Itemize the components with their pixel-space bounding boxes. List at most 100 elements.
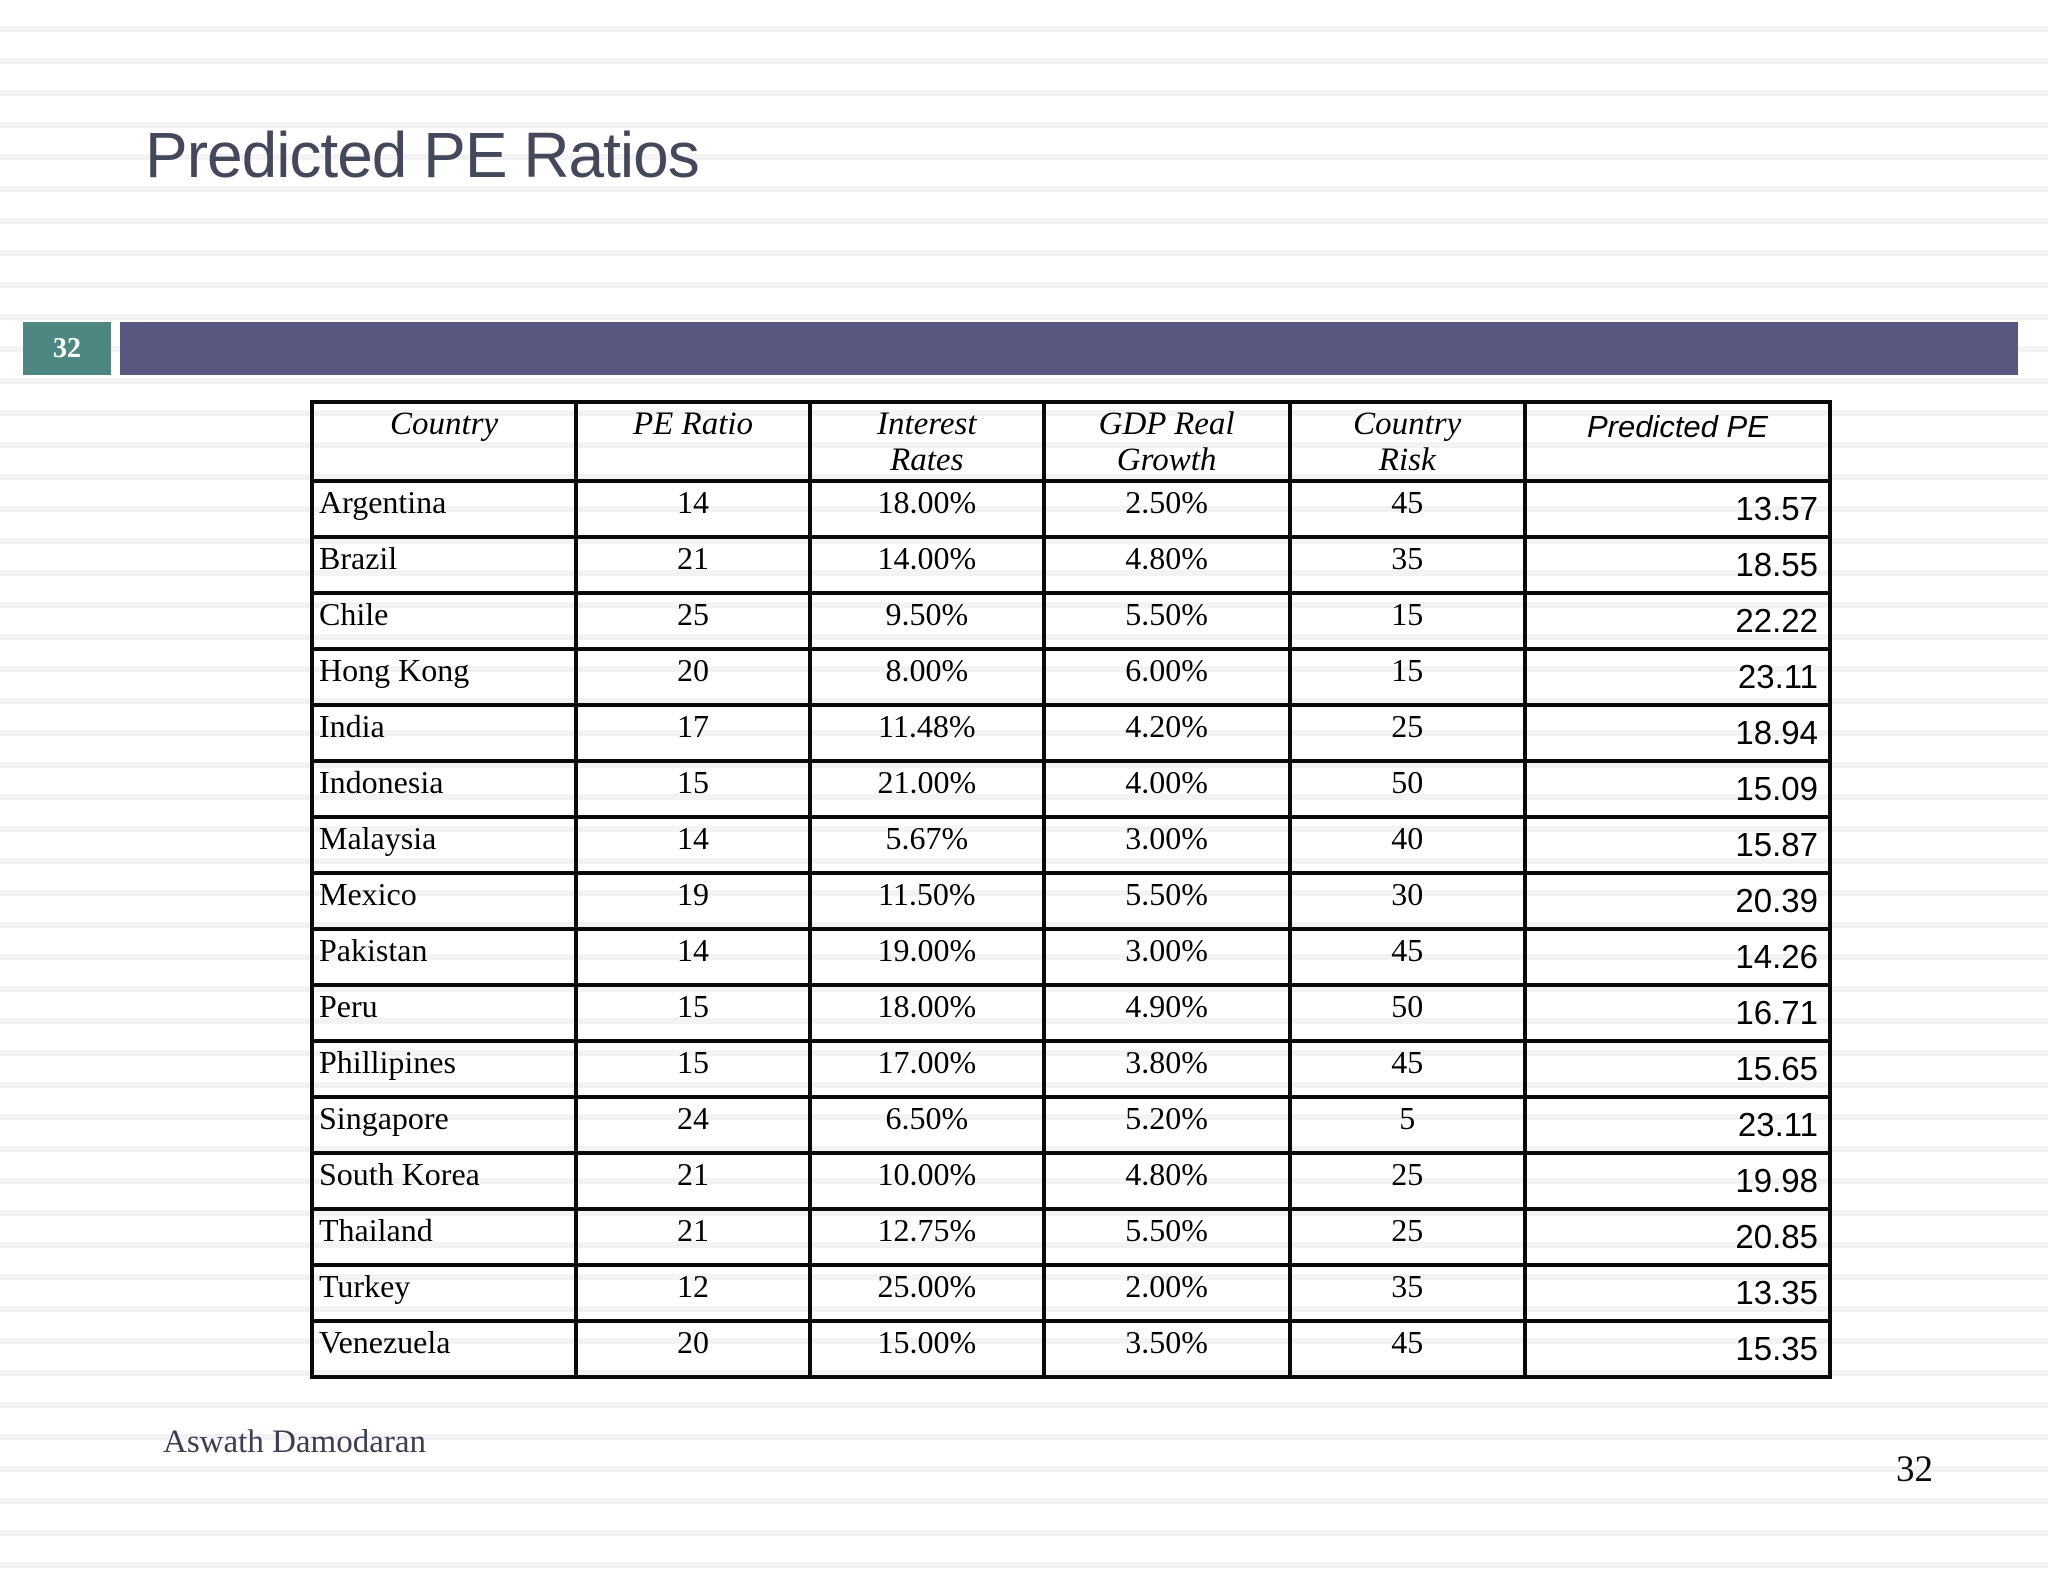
country-risk-cell: 25 [1287, 1206, 1527, 1267]
gdp-growth-cell: 3.00% [1041, 926, 1292, 987]
table-row: Turkey 12 25.00% 2.00% 35 13.35 [309, 1262, 1833, 1323]
header-country: Country [309, 400, 579, 483]
header-predicted-pe: Predicted PE [1522, 400, 1833, 483]
pe-ratio-cell: 15 [574, 1038, 812, 1099]
pe-ratio-cell: 19 [574, 870, 812, 931]
table-row: Indonesia 15 21.00% 4.00% 50 15.09 [309, 758, 1833, 819]
header-pe-ratio: PE Ratio [574, 400, 812, 483]
pe-ratio-cell: 15 [574, 982, 812, 1043]
predicted-pe-cell: 15.35 [1522, 1318, 1833, 1379]
table-header-row: Country PE Ratio Interest Rates GDP Real… [309, 400, 1833, 483]
country-cell: Malaysia [309, 814, 579, 875]
country-risk-cell: 15 [1287, 590, 1527, 651]
table-row: Thailand 21 12.75% 5.50% 25 20.85 [309, 1206, 1833, 1267]
pe-ratio-cell: 25 [574, 590, 812, 651]
country-risk-cell: 35 [1287, 534, 1527, 595]
table-header: Country PE Ratio Interest Rates GDP Real… [309, 400, 1833, 483]
gdp-growth-cell: 4.80% [1041, 534, 1292, 595]
predicted-pe-cell: 19.98 [1522, 1150, 1833, 1211]
country-risk-cell: 50 [1287, 758, 1527, 819]
country-cell: Pakistan [309, 926, 579, 987]
gdp-growth-cell: 3.80% [1041, 1038, 1292, 1099]
pe-ratio-cell: 14 [574, 926, 812, 987]
country-risk-cell: 30 [1287, 870, 1527, 931]
country-risk-cell: 45 [1287, 1318, 1527, 1379]
slide-number-badge: 32 [23, 322, 111, 375]
interest-rate-cell: 18.00% [807, 478, 1046, 539]
country-cell: Indonesia [309, 758, 579, 819]
table-row: Argentina 14 18.00% 2.50% 45 13.57 [309, 478, 1833, 539]
country-cell: Brazil [309, 534, 579, 595]
interest-rate-cell: 15.00% [807, 1318, 1046, 1379]
accent-bar [120, 322, 2018, 375]
country-cell: Peru [309, 982, 579, 1043]
country-cell: South Korea [309, 1150, 579, 1211]
gdp-growth-cell: 4.00% [1041, 758, 1292, 819]
pe-ratio-cell: 21 [574, 1150, 812, 1211]
predicted-pe-cell: 15.65 [1522, 1038, 1833, 1099]
table-row: Phillipines 15 17.00% 3.80% 45 15.65 [309, 1038, 1833, 1099]
interest-rate-cell: 5.67% [807, 814, 1046, 875]
interest-rate-cell: 8.00% [807, 646, 1046, 707]
country-cell: Hong Kong [309, 646, 579, 707]
pe-ratio-cell: 20 [574, 646, 812, 707]
predicted-pe-table: Country PE Ratio Interest Rates GDP Real… [309, 400, 1833, 1379]
interest-rate-cell: 12.75% [807, 1206, 1046, 1267]
interest-rate-cell: 25.00% [807, 1262, 1046, 1323]
header-interest-rates: Interest Rates [807, 400, 1046, 483]
interest-rate-cell: 9.50% [807, 590, 1046, 651]
predicted-pe-cell: 13.35 [1522, 1262, 1833, 1323]
interest-rate-cell: 6.50% [807, 1094, 1046, 1155]
gdp-growth-cell: 5.50% [1041, 1206, 1292, 1267]
pe-ratio-cell: 14 [574, 478, 812, 539]
predicted-pe-cell: 15.87 [1522, 814, 1833, 875]
interest-rate-cell: 18.00% [807, 982, 1046, 1043]
header-gdp-real-growth: GDP Real Growth [1041, 400, 1292, 483]
table-row: Chile 25 9.50% 5.50% 15 22.22 [309, 590, 1833, 651]
gdp-growth-cell: 2.00% [1041, 1262, 1292, 1323]
table-row: Peru 15 18.00% 4.90% 50 16.71 [309, 982, 1833, 1043]
country-risk-cell: 15 [1287, 646, 1527, 707]
interest-rate-cell: 19.00% [807, 926, 1046, 987]
country-cell: Chile [309, 590, 579, 651]
country-risk-cell: 45 [1287, 926, 1527, 987]
country-risk-cell: 25 [1287, 702, 1527, 763]
table-row: Hong Kong 20 8.00% 6.00% 15 23.11 [309, 646, 1833, 707]
gdp-growth-cell: 5.50% [1041, 590, 1292, 651]
predicted-pe-cell: 23.11 [1522, 646, 1833, 707]
gdp-growth-cell: 4.20% [1041, 702, 1292, 763]
predicted-pe-cell: 23.11 [1522, 1094, 1833, 1155]
interest-rate-cell: 17.00% [807, 1038, 1046, 1099]
predicted-pe-cell: 18.94 [1522, 702, 1833, 763]
table-row: Singapore 24 6.50% 5.20% 5 23.11 [309, 1094, 1833, 1155]
country-cell: India [309, 702, 579, 763]
country-risk-cell: 35 [1287, 1262, 1527, 1323]
interest-rate-cell: 11.48% [807, 702, 1046, 763]
country-risk-cell: 50 [1287, 982, 1527, 1043]
pe-ratio-cell: 17 [574, 702, 812, 763]
predicted-pe-cell: 18.55 [1522, 534, 1833, 595]
pe-ratio-cell: 21 [574, 534, 812, 595]
footer-author: Aswath Damodaran [163, 1424, 427, 1460]
interest-rate-cell: 14.00% [807, 534, 1046, 595]
predicted-pe-cell: 20.85 [1522, 1206, 1833, 1267]
pe-ratio-cell: 21 [574, 1206, 812, 1267]
country-cell: Thailand [309, 1206, 579, 1267]
table-row: Mexico 19 11.50% 5.50% 30 20.39 [309, 870, 1833, 931]
gdp-growth-cell: 5.20% [1041, 1094, 1292, 1155]
table-row: South Korea 21 10.00% 4.80% 25 19.98 [309, 1150, 1833, 1211]
country-risk-cell: 40 [1287, 814, 1527, 875]
table-row: India 17 11.48% 4.20% 25 18.94 [309, 702, 1833, 763]
country-risk-cell: 25 [1287, 1150, 1527, 1211]
page-title: Predicted PE Ratios [145, 119, 700, 191]
pe-ratio-cell: 20 [574, 1318, 812, 1379]
gdp-growth-cell: 3.50% [1041, 1318, 1292, 1379]
predicted-pe-cell: 16.71 [1522, 982, 1833, 1043]
country-cell: Venezuela [309, 1318, 579, 1379]
country-cell: Turkey [309, 1262, 579, 1323]
predicted-pe-cell: 14.26 [1522, 926, 1833, 987]
predicted-pe-cell: 20.39 [1522, 870, 1833, 931]
predicted-pe-cell: 13.57 [1522, 478, 1833, 539]
footer-page-number: 32 [1896, 1449, 1933, 1490]
gdp-growth-cell: 6.00% [1041, 646, 1292, 707]
